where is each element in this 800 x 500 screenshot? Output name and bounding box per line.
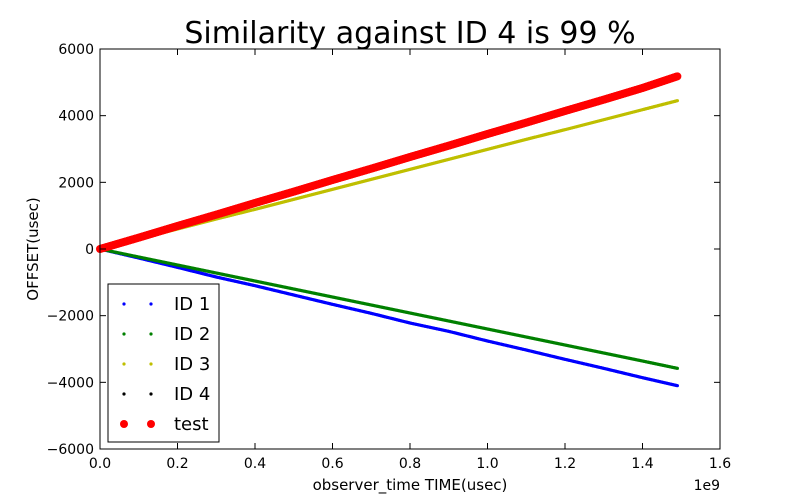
legend: ID 1 ID 2 ID 3 ID 4 test [107, 283, 220, 443]
x-tick-label: 1.0 [476, 456, 498, 472]
chart-title: Similarity against ID 4 is 99 % [184, 16, 635, 51]
y-tick-label: −6000 [47, 442, 94, 458]
legend-label: ID 4 [174, 384, 210, 405]
y-tick-label: 6000 [58, 42, 94, 58]
data-point [675, 366, 679, 370]
y-tick-label: 2000 [58, 175, 94, 191]
x-axis-label: observer_time TIME(usec) [313, 476, 508, 495]
legend-marker [122, 302, 126, 306]
x-tick-label: 0.6 [321, 456, 343, 472]
legend-marker [149, 392, 153, 396]
data-point [673, 72, 682, 81]
series-id-2 [98, 247, 679, 370]
legend-label: ID 1 [174, 294, 210, 315]
legend-label: ID 2 [174, 324, 210, 345]
x-axis-offset-label: 1e9 [694, 478, 720, 494]
legend-marker [122, 392, 126, 396]
y-axis-label: OFFSET(usec) [24, 197, 42, 300]
data-point [675, 384, 679, 388]
legend-box [107, 283, 220, 443]
legend-marker [120, 420, 128, 428]
legend-marker [122, 362, 126, 366]
x-tick-label: 0.2 [166, 456, 188, 472]
x-tick-label: 1.6 [709, 456, 731, 472]
legend-marker [149, 362, 153, 366]
y-tick-label: −4000 [47, 375, 94, 391]
legend-marker [149, 332, 153, 336]
plot-frame [99, 48, 721, 450]
legend-label: test [174, 414, 209, 435]
x-tick-label: 1.4 [631, 456, 653, 472]
legend-marker [122, 332, 126, 336]
legend-marker [149, 302, 153, 306]
tick-layer: 0.0 0.2 0.4 0.6 0.8 1.0 1.2 1.4 1.6 −6000 −4000 −20… [47, 42, 732, 472]
series-layer [96, 72, 682, 388]
legend-marker [147, 420, 155, 428]
y-tick-label: −2000 [47, 309, 94, 325]
series-test [96, 72, 682, 253]
x-tick-label: 0.4 [244, 456, 266, 472]
legend-label: ID 3 [174, 354, 210, 375]
x-tick-label: 0.0 [89, 456, 111, 472]
x-tick-label: 1.2 [554, 456, 576, 472]
y-tick-label: 0 [85, 242, 94, 258]
y-tick-label: 4000 [58, 109, 94, 125]
data-point [675, 99, 679, 103]
x-tick-label: 0.8 [399, 456, 421, 472]
